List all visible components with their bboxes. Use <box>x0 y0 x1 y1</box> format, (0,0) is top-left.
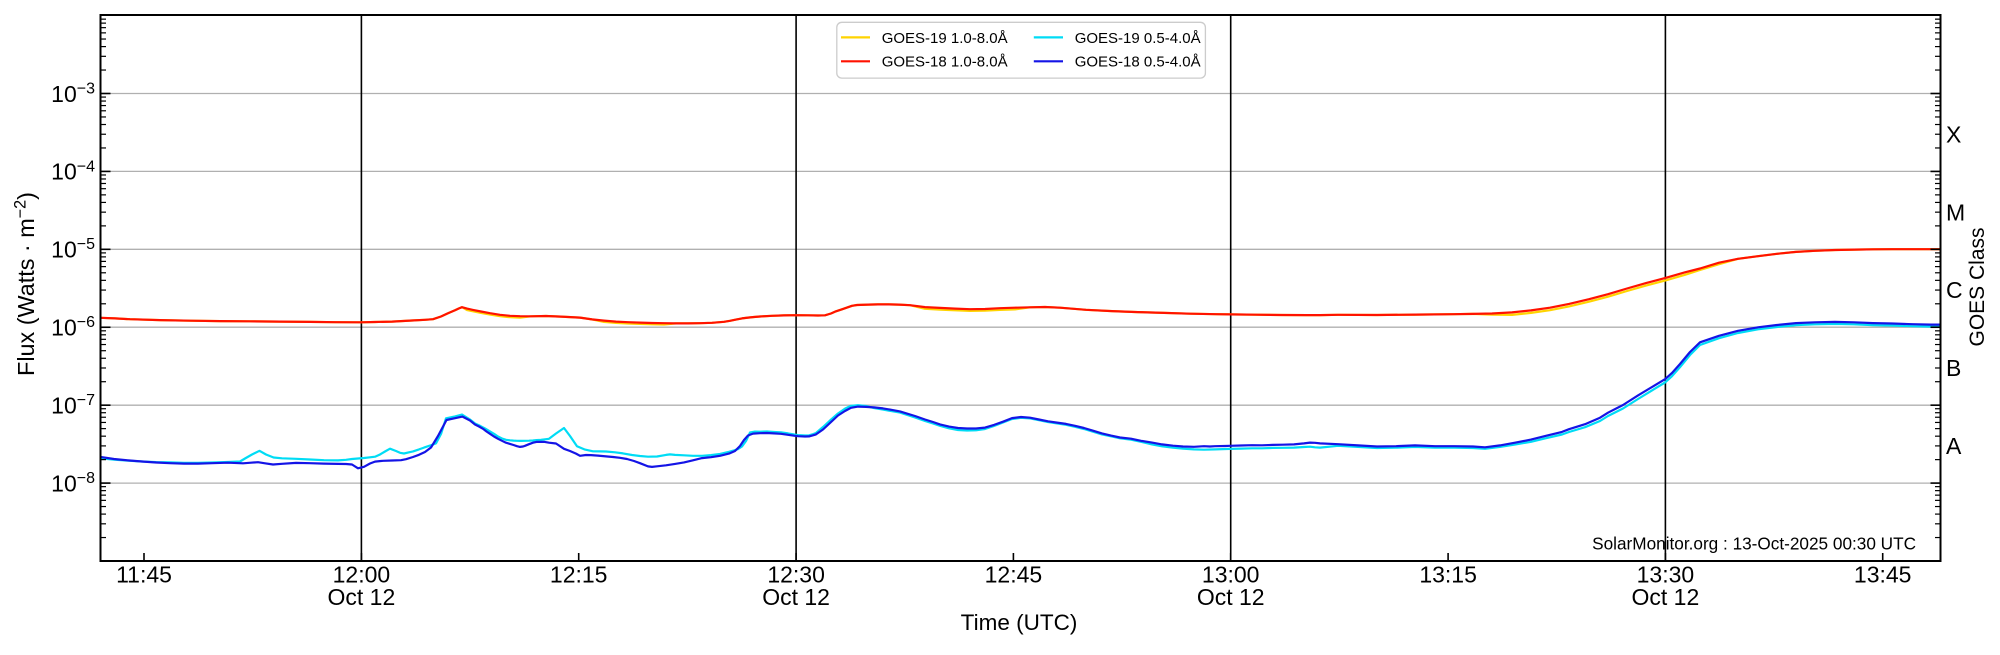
svg-text:13:45: 13:45 <box>1854 562 1912 588</box>
svg-text:SolarMonitor.org : 13-Oct-2025: SolarMonitor.org : 13-Oct-2025 00:30 UTC <box>1592 534 1916 554</box>
svg-text:10−4: 10−4 <box>51 158 95 184</box>
svg-text:A: A <box>1946 433 1962 459</box>
svg-text:11:45: 11:45 <box>116 562 172 588</box>
svg-text:Oct 12: Oct 12 <box>1197 584 1265 610</box>
svg-text:Oct 12: Oct 12 <box>328 584 396 610</box>
svg-text:B: B <box>1946 355 1961 381</box>
svg-text:12:45: 12:45 <box>985 562 1043 588</box>
svg-text:10−6: 10−6 <box>51 314 95 340</box>
svg-text:Oct 12: Oct 12 <box>1632 584 1700 610</box>
svg-text:Oct 12: Oct 12 <box>762 584 830 610</box>
svg-text:13:30: 13:30 <box>1637 562 1695 588</box>
svg-text:12:15: 12:15 <box>550 562 608 588</box>
svg-text:M: M <box>1946 199 1965 225</box>
svg-text:X: X <box>1946 121 1961 147</box>
svg-text:GOES-18 1.0-8.0Å: GOES-18 1.0-8.0Å <box>882 54 1008 71</box>
svg-text:13:00: 13:00 <box>1202 562 1260 588</box>
svg-text:12:00: 12:00 <box>333 562 391 588</box>
svg-text:12:30: 12:30 <box>767 562 825 588</box>
svg-text:GOES-18 0.5-4.0Å: GOES-18 0.5-4.0Å <box>1075 54 1201 71</box>
svg-text:C: C <box>1946 277 1963 303</box>
svg-text:GOES-19 1.0-8.0Å: GOES-19 1.0-8.0Å <box>882 30 1008 47</box>
svg-text:Flux (Watts · m−2): Flux (Watts · m−2) <box>12 192 39 376</box>
svg-text:10−3: 10−3 <box>51 80 95 106</box>
svg-text:GOES Class: GOES Class <box>1966 227 1989 346</box>
svg-text:13:15: 13:15 <box>1419 562 1477 588</box>
svg-text:GOES-19 0.5-4.0Å: GOES-19 0.5-4.0Å <box>1075 30 1201 47</box>
svg-text:Time (UTC): Time (UTC) <box>961 610 1078 635</box>
